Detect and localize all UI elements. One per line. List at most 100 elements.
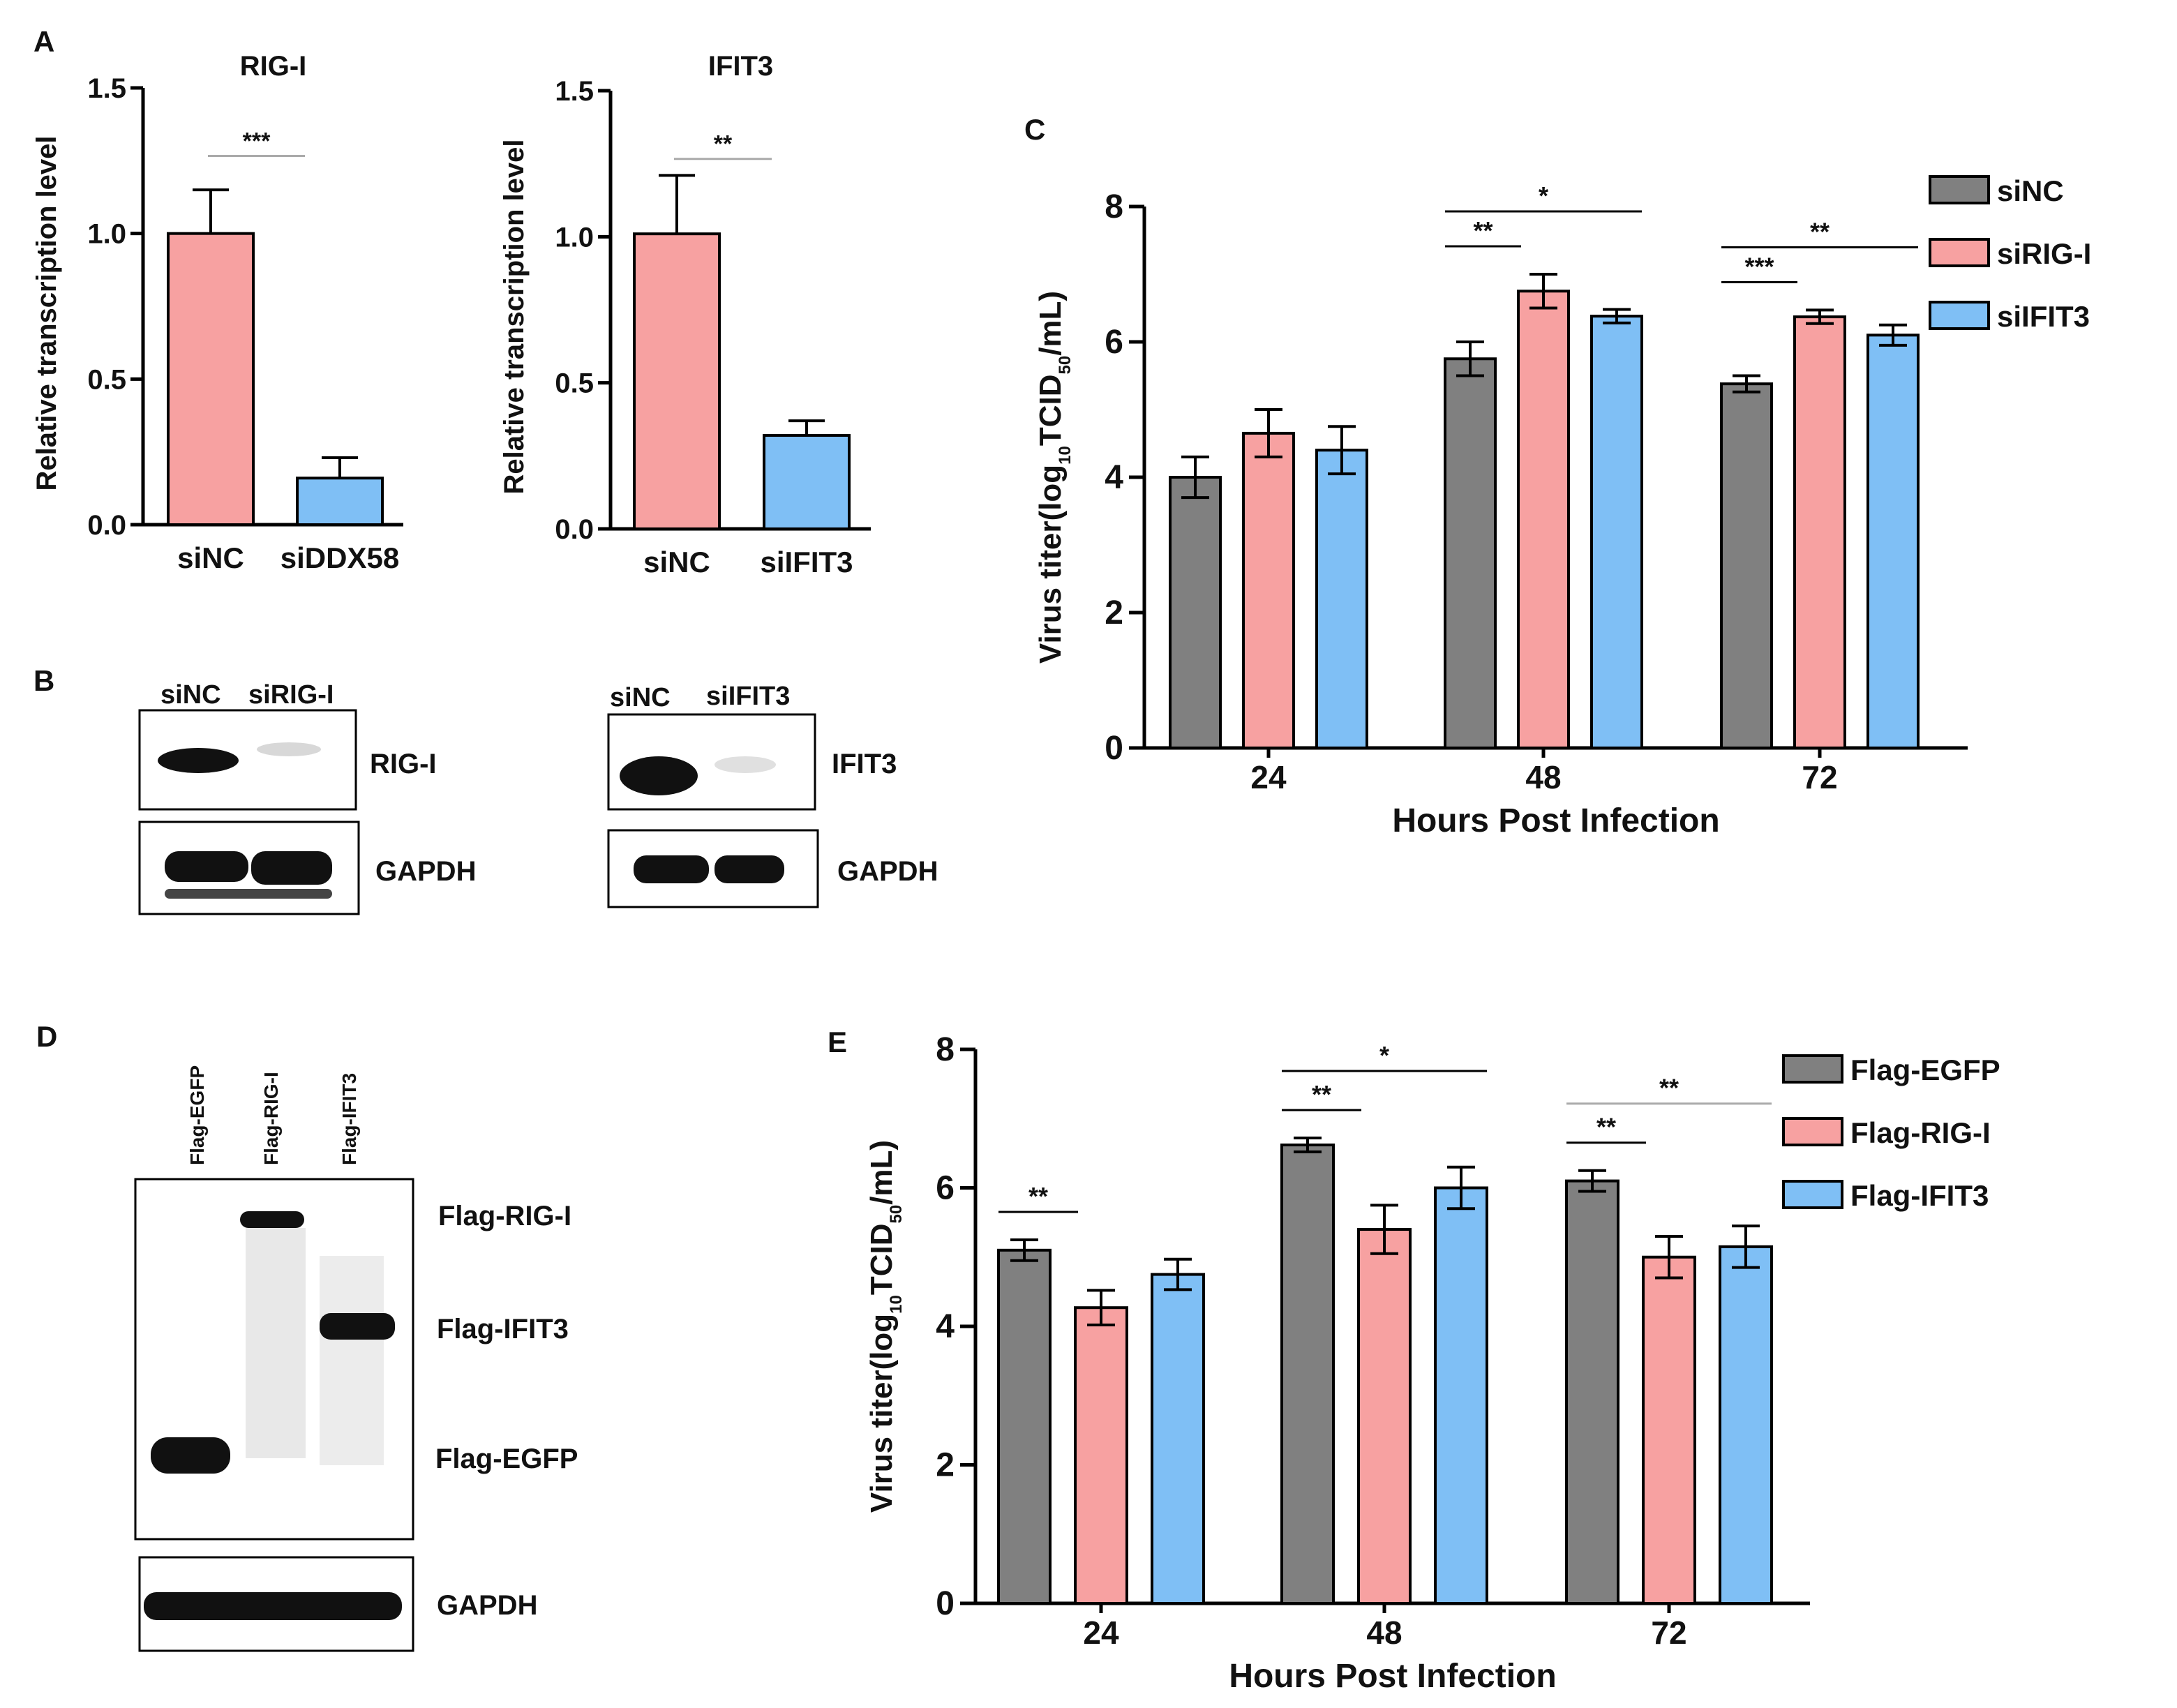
blot-band <box>165 851 248 882</box>
legend-swatch-siifit3 <box>1929 301 1990 330</box>
bar-sinc-48 <box>1444 357 1497 749</box>
bar-sinc-24 <box>1169 476 1222 749</box>
blot-lane-label: Flag-IFIT3 <box>338 1073 360 1165</box>
panel-letter-d: D <box>36 1020 57 1053</box>
blot-b-right: siNC siIFIT3 IFIT3 GAPDH <box>607 682 938 908</box>
blot-band <box>158 748 239 773</box>
legend-swatch-flag-rig-i <box>1782 1117 1843 1146</box>
blot-lane-label: Flag-RIG-I <box>260 1072 282 1165</box>
bar-flag-egfp-24 <box>997 1248 1052 1605</box>
legend-swatch-sirig-i <box>1929 238 1990 267</box>
blot-lane-background <box>320 1256 384 1465</box>
legend-label: Flag-IFIT3 <box>1850 1179 1989 1212</box>
panel-letter-e: E <box>828 1026 847 1058</box>
bar-sirig-i-48 <box>1517 290 1570 749</box>
chart-title: RIG-I <box>240 51 307 82</box>
x-tick-label: siNC <box>177 541 244 574</box>
y-axis-label: Relative transcription level <box>31 135 62 490</box>
bar-siifit3-24 <box>1315 449 1368 749</box>
x-tick-label: 48 <box>1366 1615 1402 1651</box>
x-tick-label: siNC <box>643 546 710 578</box>
blot-band <box>715 855 784 883</box>
significance-label: * <box>1379 1041 1389 1070</box>
blot-band <box>620 756 698 795</box>
y-tick-label: 1.0 <box>87 219 126 250</box>
y-axis-label: Virus titer(log10TCID50/mL) <box>1033 291 1075 664</box>
chart-ifit3-transcription: IFIT3 0.0 0.5 1.0 1.5 Relative transcription … <box>499 51 871 578</box>
legend-label: Flag-EGFP <box>1850 1054 2000 1086</box>
y-tick-label: 0 <box>1105 730 1123 767</box>
significance-label: ** <box>1596 1113 1616 1141</box>
significance-label: ** <box>1659 1074 1679 1102</box>
bar-siifit3-72 <box>1866 334 1920 749</box>
x-axis-label: Hours Post Infection <box>1229 1658 1556 1695</box>
blot-band-faint <box>257 742 321 756</box>
x-tick-label: siIFIT3 <box>760 546 853 578</box>
legend-label: siIFIT3 <box>1997 300 2090 333</box>
y-tick-label: 0 <box>936 1585 955 1622</box>
y-tick-label: 2 <box>1105 594 1123 631</box>
bar-flag-ifit3-24 <box>1151 1273 1205 1605</box>
x-tick-label: 48 <box>1525 759 1561 795</box>
y-tick-label: 6 <box>936 1170 955 1207</box>
y-tick-label: 0.0 <box>555 514 594 545</box>
x-tick-label: siDDX58 <box>280 541 399 574</box>
blot-band-label: Flag-IFIT3 <box>437 1314 569 1344</box>
y-tick-label: 0.5 <box>87 364 126 395</box>
chart-rig-i-transcription: RIG-I 0.0 0.5 1.0 1.5 Relative transcription … <box>31 51 403 574</box>
significance-label: ** <box>1473 216 1493 245</box>
blot-lane-label: siNC <box>610 683 671 712</box>
chart-title: IFIT3 <box>708 51 773 82</box>
y-tick-label: 4 <box>936 1308 955 1345</box>
legend-swatch-flag-ifit3 <box>1782 1180 1843 1209</box>
blot-loading-label: GAPDH <box>837 856 938 887</box>
y-tick-label: 6 <box>1105 324 1123 361</box>
y-tick-label: 8 <box>1105 188 1123 225</box>
y-tick-label: 8 <box>936 1031 955 1068</box>
bar-siifit3 <box>763 434 851 530</box>
bar-sinc-72 <box>1720 382 1773 749</box>
bar-flag-rig-i-72 <box>1642 1255 1696 1605</box>
y-tick-label: 0.5 <box>555 368 594 399</box>
blot-band-lower <box>165 889 332 899</box>
bar-sirig-i-72 <box>1793 315 1846 749</box>
blot-lane-label: siNC <box>160 680 221 710</box>
x-tick-label: 24 <box>1250 759 1287 795</box>
bar-siifit3-48 <box>1590 315 1643 749</box>
blot-b-left: siNC siRIG-I RIG-I GAPDH <box>138 680 476 915</box>
panel-letter-b: B <box>33 664 54 697</box>
blot-band <box>634 855 709 883</box>
x-tick-label: 24 <box>1083 1615 1119 1651</box>
significance-label: ** <box>714 131 733 158</box>
y-tick-label: 0.0 <box>87 510 126 541</box>
significance-label: ** <box>1810 217 1830 246</box>
blot-band-label: Flag-RIG-I <box>438 1201 571 1231</box>
significance-label: *** <box>243 128 271 154</box>
bar-flag-rig-i-24 <box>1074 1306 1128 1605</box>
y-tick-label: 4 <box>1105 459 1123 496</box>
blot-lane-background <box>246 1228 306 1458</box>
blot-target-label: RIG-I <box>370 749 437 779</box>
significance-label: ** <box>1028 1182 1048 1211</box>
blot-band-flag-rig-i <box>240 1211 304 1228</box>
bar-siddx58 <box>296 477 384 527</box>
blot-lane-label: siIFIT3 <box>706 682 790 711</box>
blot-band-label: Flag-EGFP <box>435 1444 578 1474</box>
x-tick-label: 72 <box>1802 759 1837 795</box>
x-axis-label: Hours Post Infection <box>1392 802 1719 839</box>
y-axis-label: Relative transcription level <box>499 139 530 494</box>
y-tick-label: 1.0 <box>555 222 594 253</box>
blot-band-flag-egfp <box>151 1437 230 1474</box>
panel-letter-a: A <box>33 25 54 58</box>
bar-flag-ifit3-48 <box>1434 1186 1488 1605</box>
significance-label: * <box>1539 181 1548 210</box>
legend-label: Flag-RIG-I <box>1850 1116 1991 1149</box>
blot-loading-label: GAPDH <box>375 856 476 887</box>
legend-swatch-flag-egfp <box>1782 1054 1843 1084</box>
blot-lane-label: Flag-EGFP <box>186 1065 208 1165</box>
bar-sinc <box>633 232 721 530</box>
bar-sinc <box>167 232 255 526</box>
bar-flag-egfp-48 <box>1280 1143 1335 1605</box>
